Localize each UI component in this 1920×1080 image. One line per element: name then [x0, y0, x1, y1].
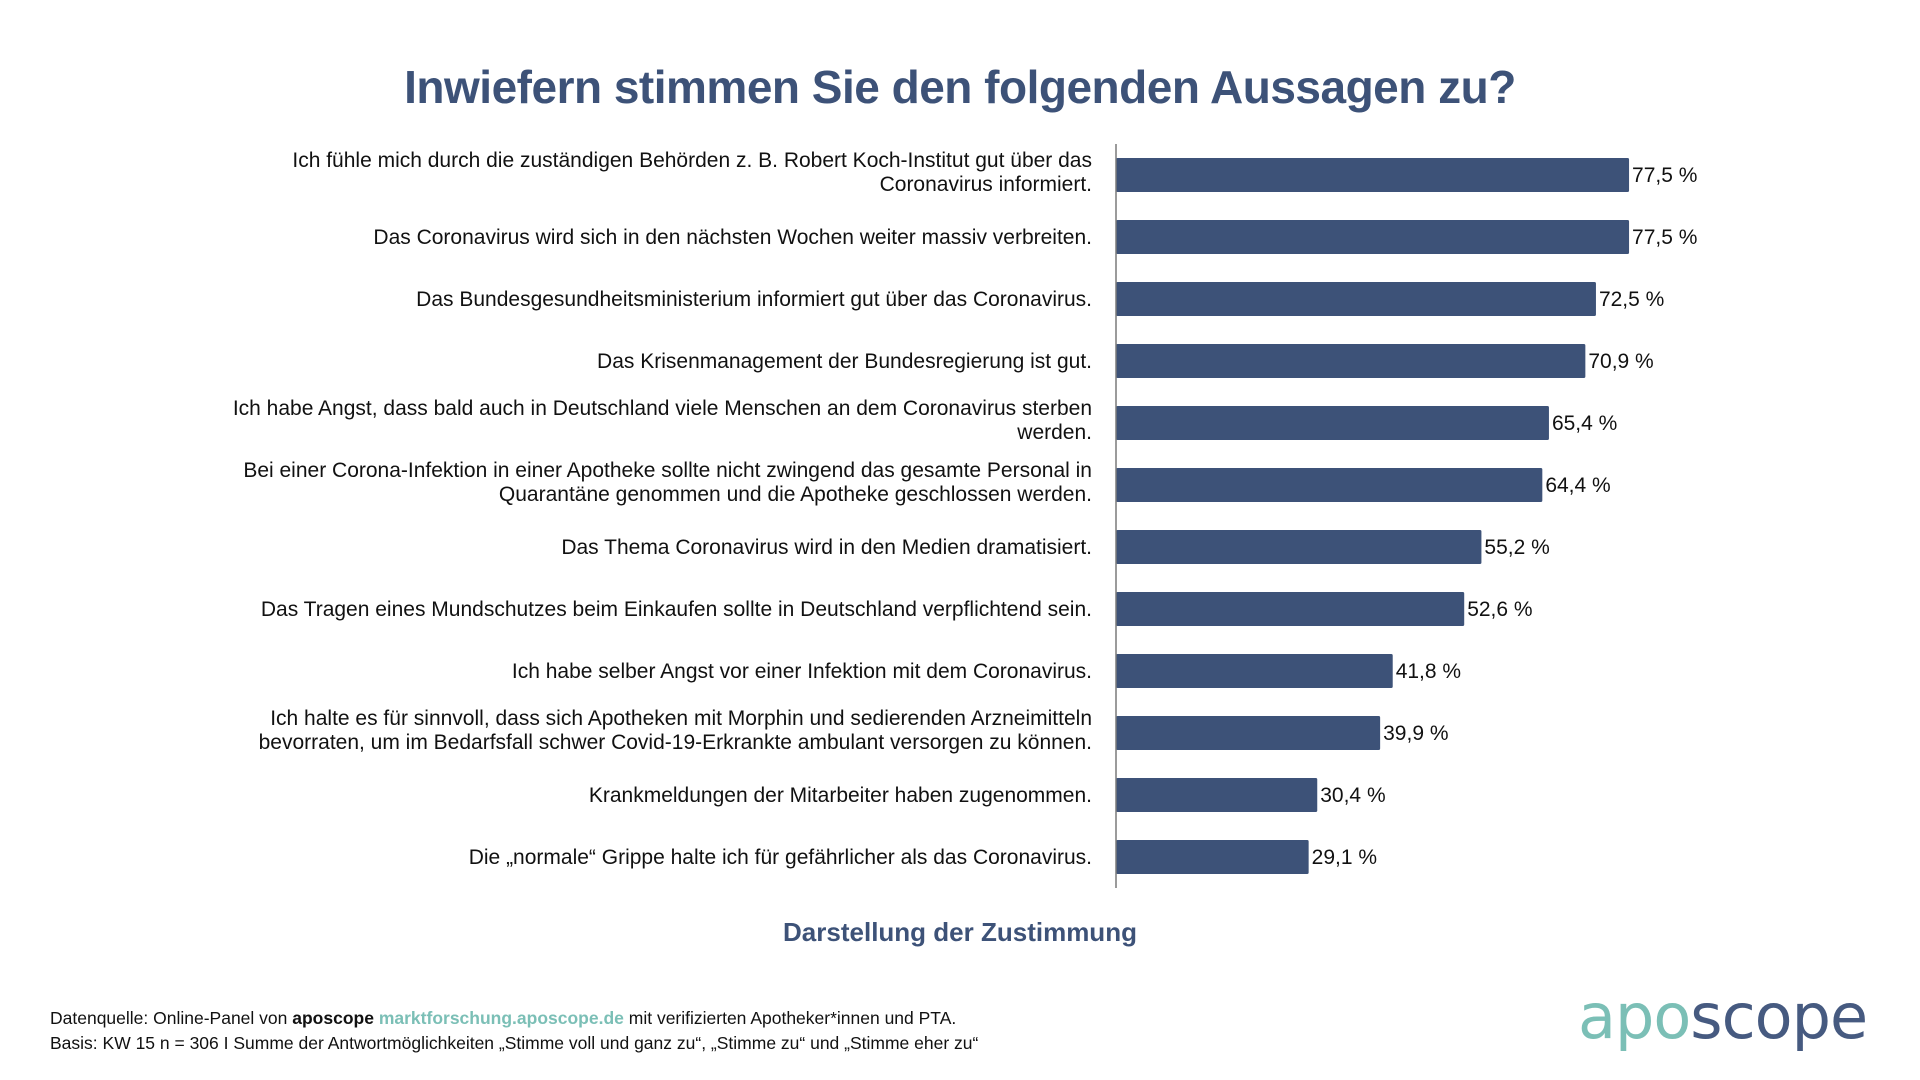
bar: [1116, 654, 1393, 688]
bar: [1116, 530, 1482, 564]
bars-layer: [1116, 158, 1630, 874]
bar-chart: Ich fühle mich durch die zuständigen Beh…: [233, 144, 1698, 888]
category-label: Ich habe Angst, dass bald auch in Deutsc…: [233, 397, 1092, 444]
category-label-line: Das Coronavirus wird sich in den nächste…: [373, 226, 1092, 249]
x-axis-title: Darstellung der Zustimmung: [783, 917, 1137, 947]
category-labels-layer: Ich fühle mich durch die zuständigen Beh…: [233, 149, 1092, 869]
bar: [1116, 220, 1630, 254]
aposcope-logo: aposcope: [1578, 986, 1868, 1048]
value-label: 72,5 %: [1599, 288, 1664, 311]
category-label: Ich habe selber Angst vor einer Infektio…: [512, 660, 1092, 683]
category-label-line: Das Krisenmanagement der Bundesregierung…: [597, 350, 1092, 373]
category-label-line: Krankmeldungen der Mitarbeiter haben zug…: [589, 784, 1092, 807]
category-label-line: Ich fühle mich durch die zuständigen Beh…: [292, 149, 1092, 172]
category-label-line: Das Thema Coronavirus wird in den Medien…: [561, 536, 1092, 559]
category-label-line: Ich halte es für sinnvoll, dass sich Apo…: [270, 707, 1092, 730]
value-label: 77,5 %: [1632, 226, 1697, 249]
footer: Datenquelle: Online-Panel von aposcope m…: [50, 1006, 978, 1056]
category-label-line: Die „normale“ Grippe halte ich für gefäh…: [469, 846, 1092, 869]
chart-title: Inwiefern stimmen Sie den folgenden Auss…: [404, 61, 1516, 113]
value-label: 77,5 %: [1632, 164, 1697, 187]
bar: [1116, 468, 1543, 502]
bar: [1116, 778, 1318, 812]
category-label: Bei einer Corona-Infektion in einer Apot…: [243, 459, 1092, 506]
value-label: 70,9 %: [1588, 350, 1653, 373]
bar: [1116, 716, 1381, 750]
footer-source-line: Datenquelle: Online-Panel von aposcope m…: [50, 1006, 978, 1031]
bar: [1116, 406, 1549, 440]
category-label: Das Bundesgesundheitsministerium informi…: [416, 288, 1092, 311]
category-label-line: Das Tragen eines Mundschutzes beim Einka…: [261, 598, 1092, 621]
logo-scope: scope: [1690, 980, 1868, 1053]
footer-link[interactable]: marktforschung.aposcope.de: [378, 1008, 624, 1028]
footer-brand: aposcope: [292, 1008, 374, 1028]
category-label-line: werden.: [1016, 421, 1092, 444]
category-label-line: Ich habe Angst, dass bald auch in Deutsc…: [233, 397, 1092, 420]
category-label: Das Coronavirus wird sich in den nächste…: [373, 226, 1092, 249]
footer-basis-line: Basis: KW 15 n = 306 I Summe der Antwort…: [50, 1033, 979, 1053]
bar: [1116, 344, 1586, 378]
value-label: 39,9 %: [1383, 722, 1448, 745]
category-label-line: Bei einer Corona-Infektion in einer Apot…: [243, 459, 1092, 482]
category-label: Das Krisenmanagement der Bundesregierung…: [597, 350, 1092, 373]
footer-source-suffix: mit verifizierten Apotheker*innen und PT…: [623, 1008, 957, 1028]
value-label: 64,4 %: [1545, 474, 1610, 497]
bar: [1116, 158, 1630, 192]
category-label: Krankmeldungen der Mitarbeiter haben zug…: [589, 784, 1092, 807]
category-label: Das Tragen eines Mundschutzes beim Einka…: [261, 598, 1092, 621]
category-label: Ich halte es für sinnvoll, dass sich Apo…: [259, 707, 1092, 754]
bar: [1116, 592, 1465, 626]
category-label-line: Coronavirus informiert.: [880, 173, 1092, 196]
category-label: Die „normale“ Grippe halte ich für gefäh…: [469, 846, 1092, 869]
category-label-line: Ich habe selber Angst vor einer Infektio…: [512, 660, 1092, 683]
bar: [1116, 840, 1309, 874]
value-label: 52,6 %: [1467, 598, 1532, 621]
footer-source-prefix: Datenquelle: Online-Panel von: [50, 1008, 293, 1028]
value-label: 29,1 %: [1312, 846, 1377, 869]
bar: [1116, 282, 1596, 316]
value-label: 65,4 %: [1552, 412, 1617, 435]
logo-apo: apo: [1578, 980, 1691, 1053]
value-label: 41,8 %: [1396, 660, 1461, 683]
category-label: Das Thema Coronavirus wird in den Medien…: [561, 536, 1092, 559]
value-labels-layer: 77,5 % 77,5 % 72,5 % 70,9 % 65,4 % 64,4 % 55,2…: [1312, 164, 1698, 869]
category-label-line: Das Bundesgesundheitsministerium informi…: [416, 288, 1092, 311]
category-label: Ich fühle mich durch die zuständigen Beh…: [292, 149, 1092, 196]
category-label-line: bevorraten, um im Bedarfsfall schwer Cov…: [259, 731, 1092, 754]
category-label-line: Quarantäne genommen und die Apotheke ges…: [499, 483, 1092, 506]
value-label: 55,2 %: [1484, 536, 1549, 559]
value-label: 30,4 %: [1320, 784, 1385, 807]
